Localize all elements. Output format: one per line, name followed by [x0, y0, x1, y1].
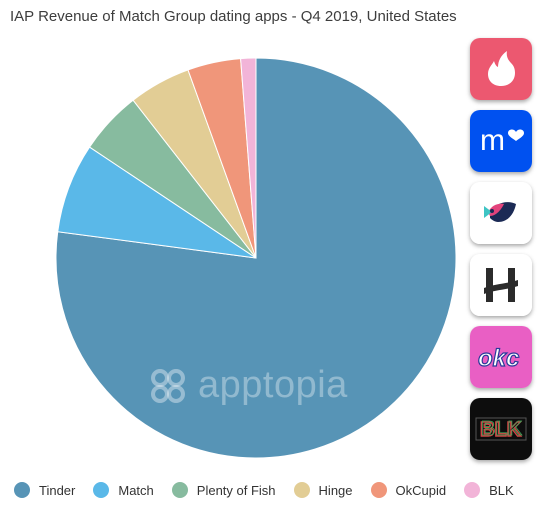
legend-label: Tinder [39, 482, 76, 498]
match-m-glyph: m [480, 124, 505, 157]
legend-swatch [464, 482, 481, 498]
apptopia-watermark: apptopia [148, 364, 348, 407]
legend-label: Plenty of Fish [196, 482, 276, 498]
legend-label: OkCupid [395, 482, 447, 498]
legend-swatch [93, 482, 110, 498]
chart-legend: Tinder Match Plenty of Fish Hinge OkCupi… [14, 482, 514, 498]
flame-icon [488, 51, 515, 86]
legend-swatch [293, 482, 310, 498]
pie-slice-blk[interactable] [240, 57, 257, 259]
legend-swatch [370, 482, 387, 498]
legend-item-plenty-of-fish[interactable]: Plenty of Fish [171, 482, 276, 498]
legend-item-blk[interactable]: BLK [464, 482, 514, 498]
legend-label: Match [118, 482, 154, 498]
legend-item-tinder[interactable]: Tinder [14, 482, 75, 498]
legend-label: BLK [489, 482, 514, 498]
h-icon [484, 268, 518, 302]
okcupid-app-icon: okc [470, 326, 532, 388]
legend-item-hinge[interactable]: Hinge [293, 482, 353, 498]
hinge-app-icon [470, 254, 532, 316]
chart-title: IAP Revenue of Match Group dating apps -… [10, 8, 457, 25]
legend-item-okcupid[interactable]: OkCupid [370, 482, 447, 498]
apptopia-logo-icon [151, 368, 185, 403]
blk-glyph: BLK [480, 419, 522, 441]
legend-swatch [14, 482, 30, 498]
legend-swatch [171, 482, 188, 498]
blk-app-icon: BLK BLK [470, 398, 532, 460]
tinder-app-icon [470, 38, 532, 100]
plenty-of-fish-app-icon [470, 182, 532, 244]
legend-item-match[interactable]: Match [93, 482, 154, 498]
svg-text:BLK: BLK [481, 418, 523, 440]
watermark-text: apptopia [198, 364, 348, 406]
legend-label: Hinge [318, 482, 353, 498]
okc-glyph: okc [478, 345, 519, 372]
heart-icon [508, 129, 524, 141]
match-app-icon: m [470, 110, 532, 172]
